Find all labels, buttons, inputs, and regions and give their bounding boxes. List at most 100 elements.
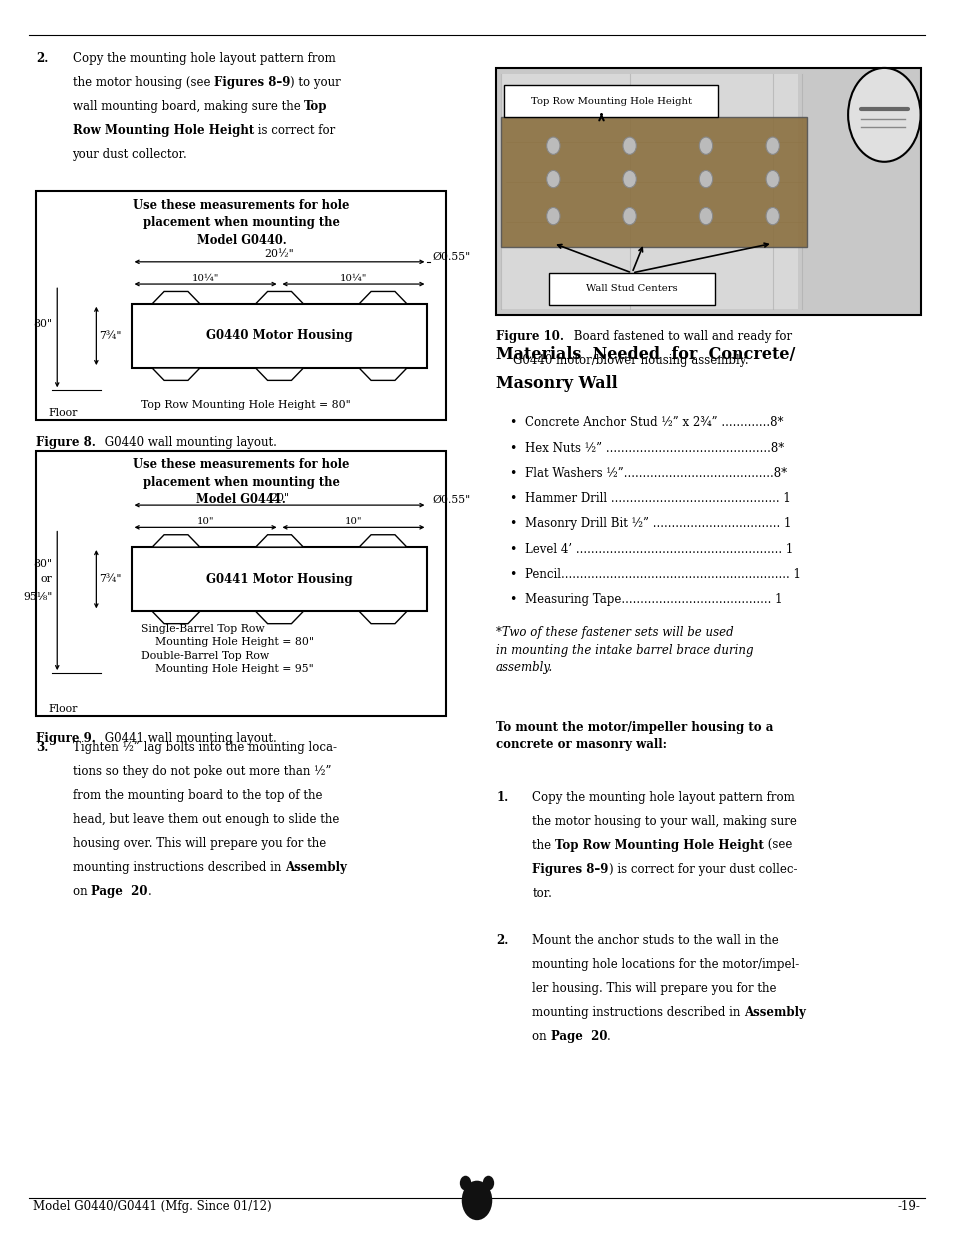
- Text: -19-: -19-: [897, 1199, 920, 1213]
- Bar: [36, 191, 446, 420]
- Text: 10": 10": [344, 517, 362, 526]
- Text: on: on: [532, 1030, 550, 1044]
- Text: Wall Stud Centers: Wall Stud Centers: [585, 284, 678, 294]
- Text: Page  20: Page 20: [550, 1030, 606, 1044]
- Text: 1.: 1.: [496, 790, 508, 804]
- Text: head, but leave them out enough to slide the: head, but leave them out enough to slide…: [72, 813, 338, 826]
- Text: .: .: [606, 1030, 610, 1044]
- Text: ler housing. This will prepare you for the: ler housing. This will prepare you for t…: [532, 982, 776, 995]
- Text: Materials  Needed  for  Concrete/: Materials Needed for Concrete/: [496, 346, 795, 363]
- Text: 20½": 20½": [264, 249, 294, 259]
- Text: •: •: [509, 492, 517, 505]
- Polygon shape: [358, 611, 406, 624]
- Text: Board fastened to wall and ready for: Board fastened to wall and ready for: [569, 330, 791, 343]
- Text: *Two of these fastener sets will be used
in mounting the intake barrel brace dur: *Two of these fastener sets will be used…: [496, 626, 753, 674]
- Circle shape: [699, 170, 712, 188]
- Circle shape: [765, 207, 779, 225]
- Text: Tighten ½” lag bolts into the mounting loca-: Tighten ½” lag bolts into the mounting l…: [72, 741, 336, 755]
- Text: 10¼": 10¼": [339, 274, 367, 283]
- Text: 95⅛": 95⅛": [23, 592, 52, 601]
- Text: Model G0440/G0441 (Mfg. Since 01/12): Model G0440/G0441 (Mfg. Since 01/12): [33, 1199, 272, 1213]
- Text: mounting instructions described in: mounting instructions described in: [532, 1005, 743, 1019]
- Text: the: the: [532, 839, 555, 852]
- Text: Ø0.55": Ø0.55": [432, 252, 470, 262]
- Bar: [500, 74, 797, 309]
- Text: Ø0.55": Ø0.55": [432, 495, 470, 505]
- Text: (see: (see: [763, 839, 792, 852]
- Text: ) is correct for your dust collec-: ) is correct for your dust collec-: [608, 863, 797, 877]
- Polygon shape: [255, 368, 303, 380]
- Polygon shape: [152, 291, 200, 304]
- Text: mounting hole locations for the motor/impel-: mounting hole locations for the motor/im…: [532, 957, 799, 971]
- Text: Masonry Wall: Masonry Wall: [496, 375, 617, 391]
- Text: Copy the mounting hole layout pattern from: Copy the mounting hole layout pattern fr…: [532, 790, 794, 804]
- Bar: [500, 117, 805, 247]
- Text: G0440 wall mounting layout.: G0440 wall mounting layout.: [101, 436, 276, 450]
- Text: Flat Washers ½”........................................8*: Flat Washers ½”.........................…: [524, 467, 786, 480]
- Text: To mount the motor/impeller housing to a
concrete or masonry wall:: To mount the motor/impeller housing to a…: [496, 720, 773, 751]
- Text: •: •: [509, 467, 517, 480]
- Text: Hammer Drill ............................................. 1: Hammer Drill ...........................…: [524, 492, 790, 505]
- Text: from the mounting board to the top of the: from the mounting board to the top of th…: [72, 789, 322, 803]
- Text: Top Row Mounting Hole Height = 80": Top Row Mounting Hole Height = 80": [141, 400, 351, 410]
- Text: housing over. This will prepare you for the: housing over. This will prepare you for …: [72, 837, 325, 851]
- Circle shape: [699, 207, 712, 225]
- Text: 2.: 2.: [496, 934, 508, 947]
- Text: mounting instructions described in: mounting instructions described in: [72, 862, 284, 874]
- Text: Measuring Tape........................................ 1: Measuring Tape..........................…: [524, 593, 781, 606]
- Bar: [503, 85, 718, 117]
- Circle shape: [622, 137, 636, 154]
- Text: Page  20: Page 20: [91, 885, 147, 899]
- Bar: [496, 68, 920, 315]
- Text: 3.: 3.: [36, 741, 49, 755]
- Text: Hex Nuts ½” ............................................8*: Hex Nuts ½” ............................…: [524, 442, 783, 454]
- Text: Level 4’ ....................................................... 1: Level 4’ ...............................…: [524, 543, 792, 556]
- Text: Figures 8–9: Figures 8–9: [213, 77, 290, 89]
- Text: Concrete Anchor Stud ½” x 2¾” .............8*: Concrete Anchor Stud ½” x 2¾” ..........…: [524, 416, 782, 430]
- Polygon shape: [358, 291, 406, 304]
- Circle shape: [622, 207, 636, 225]
- Text: the motor housing to your wall, making sure: the motor housing to your wall, making s…: [532, 815, 797, 829]
- Text: G0440 motor/blower housing assembly.: G0440 motor/blower housing assembly.: [513, 353, 748, 367]
- Text: •: •: [509, 543, 517, 556]
- Text: 20": 20": [270, 493, 289, 503]
- Text: tor.: tor.: [532, 887, 552, 900]
- Text: 10¼": 10¼": [192, 274, 219, 283]
- Text: Masonry Drill Bit ½” .................................. 1: Masonry Drill Bit ½” ...................…: [524, 517, 790, 531]
- Circle shape: [482, 1176, 494, 1191]
- Text: •: •: [509, 416, 517, 430]
- Text: Figures 8–9: Figures 8–9: [532, 863, 608, 877]
- Text: Figure 8.: Figure 8.: [36, 436, 96, 450]
- Text: •: •: [509, 568, 517, 582]
- Polygon shape: [152, 611, 200, 624]
- Bar: [132, 547, 427, 611]
- Text: G0441 Motor Housing: G0441 Motor Housing: [206, 573, 353, 585]
- Circle shape: [765, 170, 779, 188]
- Text: 80": 80": [33, 559, 52, 569]
- Text: Single-Barrel Top Row
    Mounting Hole Height = 80"
Double-Barrel Top Row
    M: Single-Barrel Top Row Mounting Hole Heig…: [141, 624, 314, 674]
- Polygon shape: [152, 368, 200, 380]
- Circle shape: [622, 170, 636, 188]
- Polygon shape: [358, 535, 406, 547]
- Text: 7¾": 7¾": [99, 331, 122, 341]
- Text: 2.: 2.: [36, 52, 49, 65]
- Bar: [36, 451, 446, 716]
- Text: on: on: [72, 885, 91, 899]
- Circle shape: [699, 137, 712, 154]
- Text: or: or: [41, 574, 52, 584]
- Bar: [132, 304, 427, 368]
- Text: •: •: [509, 517, 517, 531]
- Circle shape: [765, 137, 779, 154]
- Text: Use these measurements for hole
placement when mounting the
Model G0441.: Use these measurements for hole placemen…: [133, 458, 349, 506]
- Circle shape: [847, 68, 920, 162]
- Text: ) to your: ) to your: [290, 77, 340, 89]
- Text: tions so they do not poke out more than ½”: tions so they do not poke out more than …: [72, 764, 331, 778]
- Text: •: •: [509, 442, 517, 454]
- Polygon shape: [255, 611, 303, 624]
- Circle shape: [461, 1181, 492, 1220]
- Polygon shape: [255, 291, 303, 304]
- Text: Use these measurements for hole
placement when mounting the
Model G0440.: Use these measurements for hole placemen…: [133, 199, 349, 247]
- Polygon shape: [255, 535, 303, 547]
- Text: the motor housing (see: the motor housing (see: [72, 77, 213, 89]
- Text: Assembly: Assembly: [743, 1005, 805, 1019]
